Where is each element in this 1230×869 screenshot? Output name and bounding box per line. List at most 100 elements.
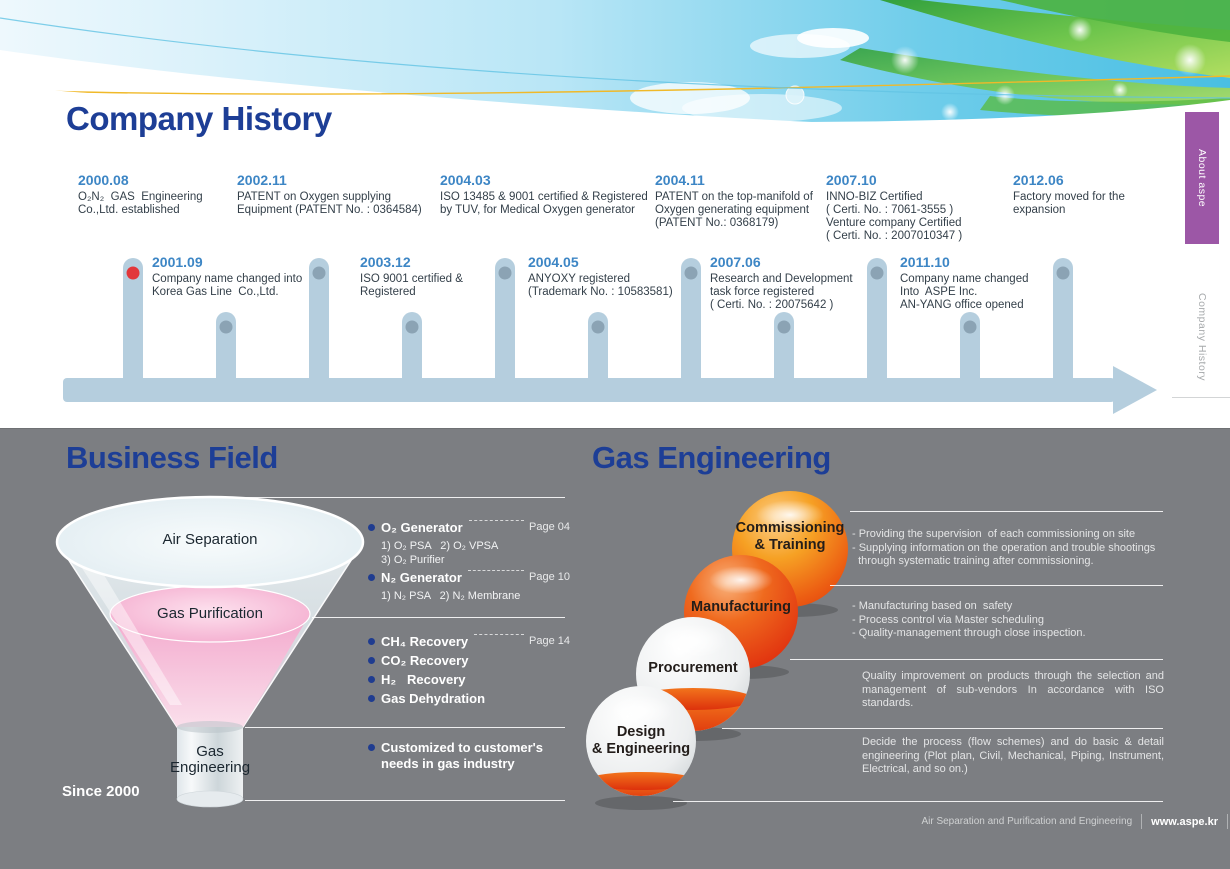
footer-separator <box>1141 814 1143 829</box>
grass-blade <box>840 48 1230 105</box>
step-label-commissioning: Commissioning <box>735 520 845 536</box>
step-label-training: & Training <box>754 537 826 553</box>
dotted-leader <box>474 634 525 635</box>
divider <box>830 585 1163 586</box>
timeline-entry: 2004.03 ISO 13485 & 9001 certified & Reg… <box>440 172 648 216</box>
business-group-air-separation: O₂ Generator Page 04 1) O₂ PSA 2) O₂ VPS… <box>368 520 570 603</box>
timeline-entry: 2003.12 ISO 9001 certified & Registered <box>360 254 463 298</box>
dotted-leader <box>468 520 525 521</box>
timeline-date: 2011.10 <box>900 254 950 270</box>
funnel-top-rim <box>55 495 365 589</box>
business-group-gas-engineering: Customized to customer's needs in gas in… <box>368 740 570 776</box>
desc-commissioning: - Providing the supervision of each comm… <box>852 528 1156 567</box>
list-item: H₂ Recovery <box>368 672 570 687</box>
divider <box>850 511 1163 512</box>
timeline-date: 2002.11 <box>237 172 287 188</box>
grass-blade <box>880 0 1230 78</box>
product-subitem: 1) O₂ PSA 2) O₂ VPSA <box>381 540 499 552</box>
list-item: Customized to customer's needs in gas in… <box>368 740 570 772</box>
customized-line-2: needs in gas industry <box>381 756 515 771</box>
product-title: Gas Dehydration <box>381 691 486 706</box>
list-item: Gas Dehydration <box>368 691 570 706</box>
timeline-date: 2004.11 <box>655 172 705 188</box>
page-ref: Page 14 <box>529 635 570 647</box>
product-title: H₂ Recovery <box>381 672 466 687</box>
page-ref: Page 10 <box>529 571 570 583</box>
list-item: O₂ Generator Page 04 <box>368 520 570 535</box>
bullet-icon <box>368 676 375 683</box>
desc-procurement: Quality improvement on products through … <box>862 670 1164 709</box>
sidebar-tab-about-aspe[interactable]: About aspe <box>1185 112 1219 244</box>
divider <box>790 659 1163 660</box>
timeline-date: 2012.06 <box>1013 172 1064 188</box>
timeline-entry: 2004.05 ANYOXY registered (Trademark No.… <box>528 254 673 298</box>
product-subitem: 1) N₂ PSA 2) N₂ Membrane <box>381 590 521 602</box>
timeline-date: 2007.10 <box>826 172 877 188</box>
footer: Air Separation and Purification and Engi… <box>0 814 1228 829</box>
sidebar-rule <box>1172 397 1230 398</box>
water-drop-icon <box>785 85 805 105</box>
funnel-stem <box>177 727 243 799</box>
timeline-date: 2003.12 <box>360 254 411 270</box>
bullet-icon <box>368 524 375 531</box>
customized-line-1: Customized to customer's <box>381 740 544 755</box>
funnel-level-gas-purification: Gas Purification <box>157 605 263 622</box>
footer-separator <box>1227 814 1228 829</box>
step-label-manufacturing: Manufacturing <box>691 599 791 615</box>
product-title: N₂ Generator <box>381 570 462 585</box>
sidebar-section-label: Company History <box>1196 292 1208 382</box>
timeline-entry: 2007.10 INNO-BIZ Certified ( Certi. No. … <box>826 172 963 242</box>
timeline-date: 2004.03 <box>440 172 491 188</box>
bullet-icon <box>368 574 375 581</box>
product-title: CO₂ Recovery <box>381 653 469 668</box>
timeline-entry: 2004.11 PATENT on the top-manifold of Ox… <box>655 172 813 229</box>
timeline-date: 2004.05 <box>528 254 579 270</box>
timeline-entry: 2002.11 PATENT on Oxygen supplying Equip… <box>237 172 422 216</box>
desc-manufacturing: - Manufacturing based on safety - Proces… <box>852 600 1086 639</box>
timeline-entry: 2001.09 Company name changed into Korea … <box>152 254 303 298</box>
grass-blade <box>1000 0 1230 42</box>
timeline-date: 2001.09 <box>152 254 203 270</box>
dotted-leader <box>467 570 525 571</box>
step-label-design: Design <box>616 724 666 740</box>
divider <box>722 728 1163 729</box>
list-item: CH₄ Recovery Page 14 <box>368 634 570 649</box>
funnel-level-gas-engineering-2: Engineering <box>169 759 251 776</box>
timeline-node-red <box>126 266 140 280</box>
bullet-icon <box>368 744 375 751</box>
gas-engineering-title: Gas Engineering <box>592 440 831 475</box>
since-2000-label: Since 2000 <box>62 783 140 800</box>
timeline-date: 2000.08 <box>78 172 129 188</box>
bullet-icon <box>368 657 375 664</box>
list-item: CO₂ Recovery <box>368 653 570 668</box>
sidebar-tab-label: About aspe <box>1196 148 1208 208</box>
timeline-entry: 2012.06 Factory moved for the expansion <box>1013 172 1125 216</box>
divider <box>245 727 565 728</box>
funnel-level-air-separation: Air Separation <box>162 531 258 548</box>
product-title: O₂ Generator <box>381 520 463 535</box>
bullet-icon <box>368 638 375 645</box>
timeline-entry: 2000.08 O₂N₂ GAS Engineering Co.,Ltd. es… <box>78 172 203 216</box>
timeline-date: 2007.06 <box>710 254 761 270</box>
funnel-graphic <box>55 495 365 808</box>
product-subitem: 3) O₂ Purifier <box>381 554 445 566</box>
footer-tagline: Air Separation and Purification and Engi… <box>921 816 1133 827</box>
divider <box>312 617 565 618</box>
desc-design-engineering: Decide the process (flow schemes) and do… <box>862 736 1164 775</box>
step-label-engineering: & Engineering <box>591 741 691 757</box>
footer-website-link[interactable]: www.aspe.kr <box>1151 815 1218 828</box>
step-label-procurement: Procurement <box>648 660 738 676</box>
product-title: CH₄ Recovery <box>381 634 469 649</box>
divider <box>245 800 565 801</box>
timeline-entry: 2011.10 Company name changed Into ASPE I… <box>900 254 1029 311</box>
list-item: N₂ Generator Page 10 <box>368 570 570 585</box>
header-nature-image <box>0 0 1230 150</box>
timeline-graphic <box>63 258 1157 414</box>
business-group-gas-purification: CH₄ Recovery Page 14 CO₂ Recovery H₂ Rec… <box>368 634 570 710</box>
divider <box>230 497 565 498</box>
timeline-arrowhead <box>1113 366 1157 414</box>
funnel-level-gas-engineering-1: Gas <box>196 743 224 760</box>
timeline-entry: 2007.06 Research and Development task fo… <box>710 254 853 311</box>
page-title: Company History <box>66 100 332 137</box>
